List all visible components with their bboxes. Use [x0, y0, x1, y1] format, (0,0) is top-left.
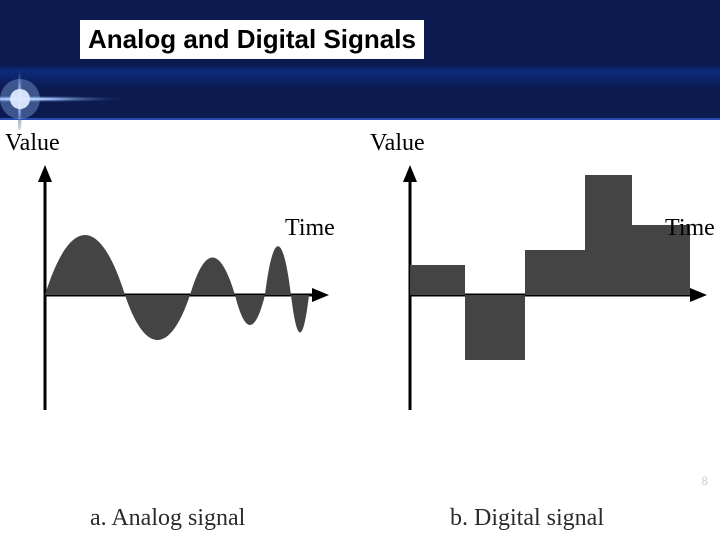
axis-y-label-a: Value [5, 130, 60, 157]
axis-y-label-b: Value [370, 130, 425, 157]
caption-a: a. Analog signal [90, 505, 245, 532]
page-number: 8 [701, 474, 708, 488]
caption-b: b. Digital signal [450, 505, 604, 532]
analog-chart [5, 120, 355, 420]
digital-chart [370, 120, 720, 420]
panel-analog: Value Time [5, 120, 355, 425]
slide-title: Analog and Digital Signals [80, 20, 424, 59]
panel-digital: Value Time [370, 120, 715, 425]
content-area: Value Time Value Time a. Analog signal [0, 120, 720, 540]
slide-header: Analog and Digital Signals [0, 0, 720, 120]
axis-x-label-b: Time [665, 215, 715, 242]
axis-x-label-a: Time [285, 215, 335, 242]
